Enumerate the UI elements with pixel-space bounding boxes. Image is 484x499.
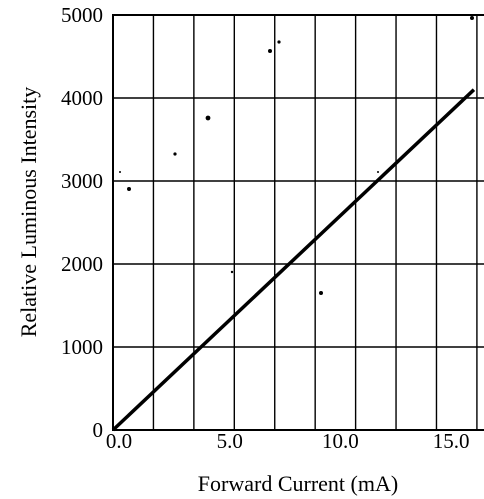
y-tick-label-4: 4000	[61, 86, 103, 110]
x-tick-label-2: 10.0	[322, 429, 359, 453]
plot-frame	[112, 14, 484, 431]
y-tick-label-0: 0	[93, 418, 104, 442]
y-tick-label-2: 2000	[61, 252, 103, 276]
y-axis-title: Relative Luminous Intensity	[16, 87, 41, 338]
x-tick-label-3: 15.0	[433, 429, 470, 453]
y-tick-label-5: 5000	[61, 3, 103, 27]
y-tick-label-1: 1000	[61, 335, 103, 359]
x-tick-labels: 0.0 5.0 10.0 15.0	[106, 429, 470, 453]
x-axis-title: Forward Current (mA)	[198, 471, 398, 496]
y-tick-label-3: 3000	[61, 169, 103, 193]
y-tick-labels: 0 1000 2000 3000 4000 5000	[61, 3, 103, 442]
x-tick-label-1: 5.0	[217, 429, 243, 453]
scan-specks	[119, 16, 474, 295]
x-tick-label-0: 0.0	[106, 429, 132, 453]
series-line-0	[111, 88, 476, 432]
series-layer	[111, 88, 476, 432]
grid	[113, 14, 484, 431]
